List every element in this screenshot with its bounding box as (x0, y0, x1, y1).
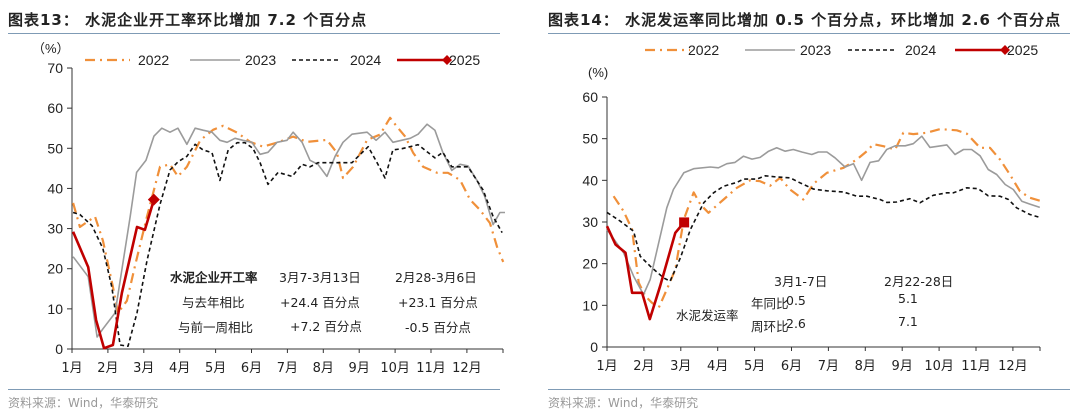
x-tick-label: 1月 (61, 361, 82, 376)
y-tick-label: 40 (47, 180, 63, 196)
series-line-2025 (71, 199, 156, 350)
x-tick-label: 12月 (998, 359, 1028, 374)
x-tick-label: 6月 (781, 359, 802, 374)
left-footer-rule (8, 389, 500, 390)
y-tick-label: 60 (582, 89, 598, 105)
chart-left: 0 10 20 30 40 50 60 70 1月 2月 3月 4月 5月 6月 7月 8月 9月 10月 11月 1… (47, 52, 505, 376)
legend-label-2024: 2024 (905, 42, 936, 58)
series-marker-2025 (679, 217, 690, 228)
series-line-2024 (606, 175, 1041, 283)
right-table-row1-c2: 5.1 (898, 291, 918, 306)
left-chart-title: 图表13： 水泥企业开工率环比增加 7.2 个百分点 (8, 11, 368, 29)
series-line-2022 (612, 128, 1041, 309)
legend-label-2024: 2024 (350, 52, 381, 68)
right-table-row2-label: 周环比 (751, 319, 789, 334)
left-table-metric: 水泥企业开工率 (170, 270, 258, 285)
y-tick-label: 70 (47, 60, 63, 76)
x-tick-label: 10月 (380, 361, 410, 376)
y-tick-label: 30 (582, 214, 598, 230)
x-tick-label: 1月 (596, 359, 617, 374)
right-table-row2-c2: 7.1 (898, 314, 918, 329)
y-tick-label: 50 (47, 140, 63, 156)
x-tick-label: 2月 (633, 359, 654, 374)
left-table-row2-c1: +7.2 百分点 (290, 319, 362, 334)
right-table-row1-c1: 0.5 (786, 293, 806, 308)
left-table-col2: 2月28-3月6日 (395, 270, 477, 285)
left-title-rule (8, 33, 500, 34)
left-table-row1-c2: +23.1 百分点 (398, 295, 478, 310)
x-tick-label: 7月 (818, 359, 839, 374)
y-tick-label: 30 (47, 221, 63, 237)
legend-label-2022: 2022 (688, 42, 719, 58)
chart-right: 0 10 20 30 40 50 60 1月 2月 3月 4月 5月 6月 7月 8月 9月 10月 11月 12月… (582, 42, 1041, 374)
y-tick-label: 10 (582, 297, 598, 313)
x-tick-label: 9月 (349, 361, 370, 376)
x-tick-label: 11月 (961, 359, 991, 374)
left-y-unit: （%） (32, 41, 70, 56)
series-line-2022 (72, 116, 505, 314)
right-source: 资料来源：Wind，华泰研究 (548, 396, 699, 410)
series-line-2025 (605, 221, 686, 321)
y-tick-label: 50 (582, 131, 598, 147)
right-title-rule (548, 33, 1070, 34)
y-tick-label: 40 (582, 172, 598, 188)
x-tick-label: 3月 (133, 361, 154, 376)
y-tick-label: 10 (47, 301, 63, 317)
x-tick-label: 3月 (670, 359, 691, 374)
right-table-row2-c1: 2.6 (786, 316, 806, 331)
x-tick-label: 5月 (744, 359, 765, 374)
x-tick-label: 12月 (452, 361, 482, 376)
x-tick-label: 2月 (97, 361, 118, 376)
x-tick-label: 10月 (924, 359, 954, 374)
x-tick-label: 6月 (241, 361, 262, 376)
series-line-2023 (606, 135, 1041, 296)
y-tick-label: 0 (590, 339, 598, 355)
right-table-row1-label: 年同比 (751, 296, 789, 311)
x-tick-label: 8月 (855, 359, 876, 374)
left-table-row1-c1: +24.4 百分点 (280, 295, 360, 310)
right-table-metric: 水泥发运率 (676, 308, 739, 323)
x-tick-label: 5月 (205, 361, 226, 376)
x-tick-label: 11月 (416, 361, 446, 376)
legend-label-2025: 2025 (449, 52, 480, 68)
right-chart-title: 图表14： 水泥发运率同比增加 0.5 个百分点，环比增加 2.6 个百分点 (548, 11, 1062, 29)
right-y-unit: (%) (588, 65, 609, 80)
x-tick-label: 8月 (313, 361, 334, 376)
left-table-row2-label: 与前一周相比 (178, 320, 254, 335)
series-marker-2025 (147, 193, 160, 206)
left-table-col1: 3月7-3月13日 (279, 270, 361, 285)
y-tick-label: 60 (47, 100, 63, 116)
x-tick-label: 7月 (277, 361, 298, 376)
x-tick-label: 4月 (169, 361, 190, 376)
left-table-row2-c2: -0.5 百分点 (405, 320, 471, 335)
x-tick-label: 4月 (707, 359, 728, 374)
legend-marker-2025 (442, 55, 452, 65)
legend-marker-2025 (1000, 45, 1010, 55)
legend-label-2022: 2022 (138, 52, 169, 68)
legend-label-2023: 2023 (245, 52, 276, 68)
left-source: 资料来源：Wind，华泰研究 (8, 396, 159, 410)
right-table-col2: 2月22-28日 (884, 274, 954, 289)
right-footer-rule (548, 389, 1070, 390)
right-table-col1: 3月1-7日 (774, 274, 828, 289)
legend-label-2025: 2025 (1007, 42, 1038, 58)
y-tick-label: 20 (47, 261, 63, 277)
series-line-2023 (72, 123, 505, 338)
x-tick-label: 9月 (892, 359, 913, 374)
legend-label-2023: 2023 (800, 42, 831, 58)
y-tick-label: 0 (55, 341, 63, 357)
left-table-row1-label: 与去年相比 (182, 295, 245, 310)
y-tick-label: 20 (582, 256, 598, 272)
series-line-2024 (72, 141, 503, 348)
